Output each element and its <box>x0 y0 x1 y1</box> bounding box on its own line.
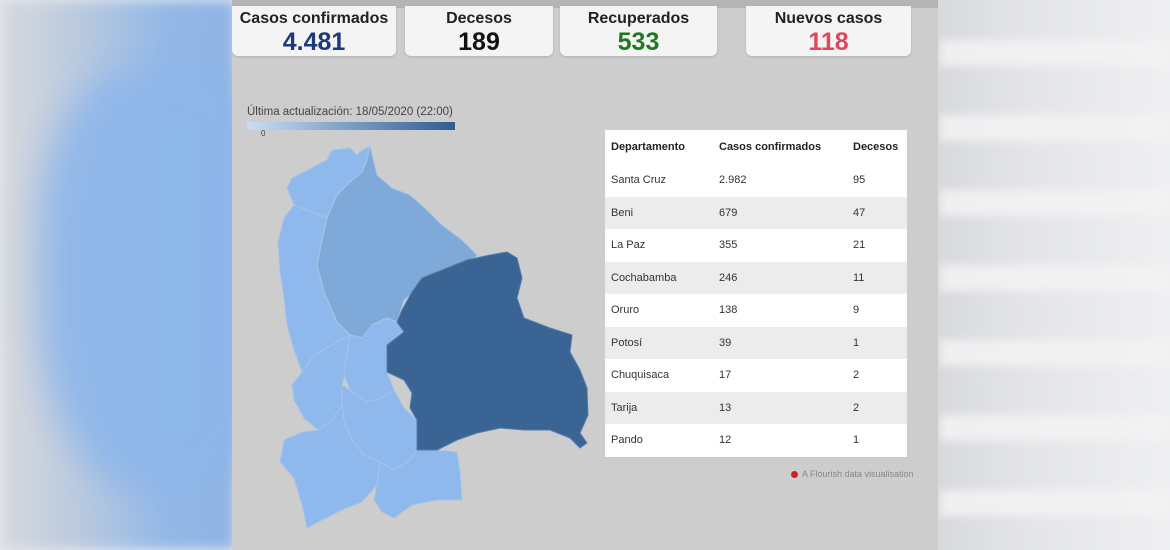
table-row: Chuquisaca 17 2 <box>605 359 907 392</box>
cell-deaths: 2 <box>853 401 860 414</box>
table-row: Beni 679 47 <box>605 196 907 229</box>
cell-deaths: 11 <box>853 271 865 284</box>
cell-cases: 138 <box>719 304 738 317</box>
cell-department: Tarija <box>611 401 638 414</box>
table-row: Pando 12 1 <box>605 424 907 457</box>
stat-label: Casos confirmados <box>239 10 389 27</box>
region-santa-cruz[interactable] <box>386 251 589 451</box>
table-row: Oruro 138 9 <box>605 294 907 327</box>
stat-label: Decesos <box>446 10 512 27</box>
cell-deaths: 47 <box>853 206 866 219</box>
stat-label: Nuevos casos <box>774 10 883 27</box>
col-header-cases: Casos confirmados <box>719 141 822 153</box>
cell-cases: 246 <box>719 271 738 284</box>
stat-card-confirmed: Casos confirmados 4.481 <box>232 6 396 56</box>
cell-cases: 13 <box>719 401 732 414</box>
cell-department: Oruro <box>611 304 640 317</box>
region-tarija[interactable] <box>373 449 463 519</box>
table-row: Santa Cruz 2.982 95 <box>605 164 907 197</box>
cell-cases: 2.982 <box>719 174 747 187</box>
cell-deaths: 9 <box>853 304 860 317</box>
flourish-credit-text: A Flourish data visualisation <box>802 469 914 479</box>
cell-department: Santa Cruz <box>611 174 667 187</box>
stat-value: 4.481 <box>282 28 346 56</box>
table-row: La Paz 355 21 <box>605 229 907 262</box>
map-color-legend <box>247 122 455 130</box>
legend-min-label: 0 <box>261 129 266 138</box>
table-header-row: Departamento Casos confirmados Decesos <box>605 130 907 164</box>
region-potosi[interactable] <box>279 404 381 529</box>
cell-cases: 39 <box>719 336 732 349</box>
cell-deaths: 95 <box>853 174 866 187</box>
cell-department: Beni <box>611 206 634 219</box>
stat-value: 533 <box>617 28 660 56</box>
col-header-department: Departamento <box>611 141 685 153</box>
flourish-logo-icon <box>791 470 798 478</box>
flourish-credit-link[interactable]: A Flourish data visualisation <box>791 469 914 479</box>
stat-card-deaths: Decesos 189 <box>405 6 553 56</box>
cell-deaths: 21 <box>853 239 866 252</box>
bolivia-map <box>277 145 589 529</box>
department-table: Departamento Casos confirmados Decesos S… <box>605 130 907 457</box>
stat-value: 189 <box>458 28 500 56</box>
stat-card-new-cases: Nuevos casos 118 <box>746 6 911 56</box>
blurred-map-shadow <box>40 70 270 490</box>
blurred-background-right <box>930 0 1170 550</box>
stat-label: Recuperados <box>587 10 690 27</box>
cell-deaths: 2 <box>853 369 860 382</box>
cell-department: Cochabamba <box>611 271 677 284</box>
cell-deaths: 1 <box>853 336 860 349</box>
cell-department: La Paz <box>611 239 646 252</box>
cell-cases: 355 <box>719 239 738 252</box>
stat-card-recovered: Recuperados 533 <box>560 6 717 56</box>
dashboard-panel: Casos confirmados 4.481 Decesos 189 Recu… <box>232 0 938 550</box>
stat-value: 118 <box>808 28 849 56</box>
cell-department: Chuquisaca <box>611 369 670 382</box>
last-update-text: Última actualización: 18/05/2020 (22:00) <box>247 106 453 118</box>
cell-cases: 679 <box>719 206 738 219</box>
table-row: Tarija 13 2 <box>605 391 907 424</box>
cell-deaths: 1 <box>853 434 860 447</box>
col-header-deaths: Decesos <box>853 141 899 153</box>
cell-department: Potosí <box>611 336 643 349</box>
cell-cases: 12 <box>719 434 732 447</box>
cell-cases: 17 <box>719 369 732 382</box>
cell-department: Pando <box>611 434 643 447</box>
table-row: Cochabamba 246 11 <box>605 261 907 294</box>
table-row: Potosí 39 1 <box>605 326 907 359</box>
